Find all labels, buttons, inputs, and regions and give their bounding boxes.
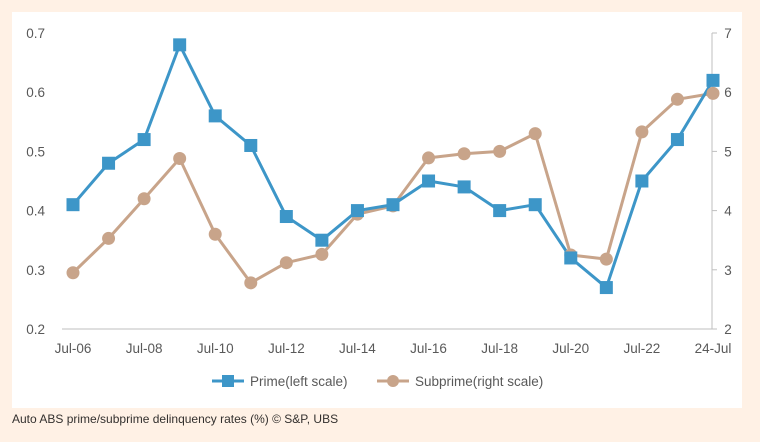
series-markers <box>66 38 720 295</box>
subprime-data-point <box>66 266 80 280</box>
left-y-tick-label: 0.4 <box>26 204 45 219</box>
left-y-tick-label: 0.7 <box>26 26 45 41</box>
subprime-data-point <box>279 256 293 270</box>
x-tick-label: Jul-12 <box>268 341 305 356</box>
prime-series-line <box>71 43 715 290</box>
x-tick-label: Jul-22 <box>623 341 660 356</box>
x-tick-label: Jul-14 <box>339 341 376 356</box>
right-y-tick-label: 5 <box>724 144 732 159</box>
subprime-data-point <box>102 231 116 245</box>
prime-data-point <box>706 73 720 87</box>
prime-data-point <box>173 38 187 52</box>
subprime-data-point <box>137 192 151 206</box>
left-y-tick-label: 0.3 <box>26 263 45 278</box>
subprime-data-point <box>670 92 684 106</box>
x-axis-ticks: Jul-06 Jul-08 Jul-10 Jul-12 Jul-14 Jul-16 Jul-… <box>55 341 732 356</box>
left-y-axis-ticks: 0.2 0.3 0.4 0.5 0.6 0.7 <box>26 26 45 337</box>
subprime-data-point <box>635 125 649 139</box>
chart-caption: Auto ABS prime/subprime delinquency rate… <box>12 412 339 426</box>
prime-data-point <box>422 174 436 188</box>
x-tick-label: Jul-16 <box>410 341 447 356</box>
subprime-data-point <box>173 152 187 166</box>
prime-data-point <box>137 133 151 147</box>
prime-data-point <box>386 198 400 212</box>
x-tick-label: 24-Jul <box>695 341 732 356</box>
subprime-data-point <box>493 144 507 158</box>
subprime-data-point <box>599 252 613 266</box>
x-tick-label: Jul-08 <box>126 341 163 356</box>
right-y-tick-label: 6 <box>724 85 732 100</box>
legend-label: Subprime(right scale) <box>415 374 543 389</box>
prime-data-point <box>350 204 364 218</box>
legend: Prime(left scale) Subprime(right scale) <box>212 374 543 389</box>
prime-data-point <box>528 198 542 212</box>
subprime-data-point <box>528 127 542 141</box>
prime-data-point <box>279 210 293 224</box>
x-tick-label: Jul-18 <box>481 341 518 356</box>
x-tick-label: Jul-10 <box>197 341 234 356</box>
subprime-data-point <box>315 247 329 261</box>
prime-data-point <box>66 198 80 212</box>
x-tick-label: Jul-06 <box>55 341 92 356</box>
subprime-data-point <box>244 276 258 290</box>
prime-data-point <box>599 281 613 295</box>
prime-data-point <box>670 133 684 147</box>
right-y-tick-label: 7 <box>724 26 732 41</box>
prime-data-point <box>564 251 578 265</box>
prime-data-point <box>244 138 258 152</box>
prime-data-point <box>315 233 329 247</box>
left-y-tick-label: 0.6 <box>26 85 45 100</box>
prime-data-point <box>102 156 116 170</box>
right-y-tick-label: 3 <box>724 263 732 278</box>
right-y-tick-label: 4 <box>724 204 732 219</box>
subprime-data-point <box>208 227 222 241</box>
legend-circle-marker <box>387 375 399 387</box>
legend-label: Prime(left scale) <box>250 374 348 389</box>
right-y-tick-label: 2 <box>724 322 732 337</box>
subprime-data-point <box>706 86 720 100</box>
left-y-tick-label: 0.2 <box>26 322 45 337</box>
subprime-data-point <box>457 147 471 161</box>
left-y-tick-label: 0.5 <box>26 144 45 159</box>
prime-data-point <box>493 204 507 218</box>
prime-data-point <box>208 109 222 123</box>
x-tick-label: Jul-20 <box>552 341 589 356</box>
subprime-data-point <box>422 151 436 165</box>
right-y-axis-ticks: 2 3 4 5 6 7 <box>712 26 732 337</box>
series-lines <box>71 43 715 290</box>
prime-data-point <box>635 174 649 188</box>
legend-square-marker <box>222 375 234 387</box>
prime-data-point <box>457 180 471 194</box>
